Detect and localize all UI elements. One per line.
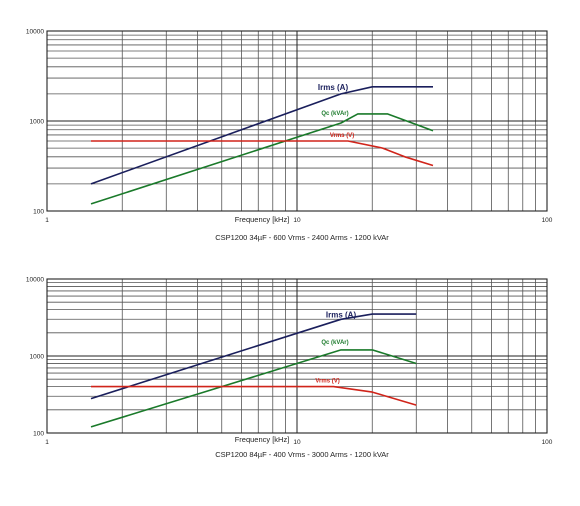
x-tick-label: 100	[542, 439, 553, 446]
x-tick-label: 1	[45, 439, 49, 446]
x-tick-label: 100	[542, 217, 553, 224]
x-tick-label: 1	[45, 217, 49, 224]
series-label: Qc (kVAr)	[321, 340, 348, 346]
y-tick-label: 100	[33, 209, 44, 216]
y-tick-label: 1000	[30, 119, 45, 126]
series-line-1	[90, 86, 433, 185]
plot-frame	[46, 278, 548, 434]
series-line-1	[90, 313, 417, 400]
series-line-2	[90, 113, 434, 205]
chart-panel-2: 100 1000 10000 1 10 100 Frequency [kHz] CSP1200…	[26, 277, 553, 460]
plot-frame	[46, 30, 548, 212]
x-axis-label: Frequency [kHz]	[235, 435, 290, 444]
y-tick-label: 100	[33, 431, 44, 438]
chart-caption: CSP1200 84µF - 400 Vrms - 3000 Arms - 12…	[215, 450, 389, 459]
y-tick-label: 10000	[26, 277, 44, 284]
y-tick-label: 10000	[26, 29, 44, 36]
series-label: Vrms (V)	[330, 133, 354, 139]
series-label: Irms (A)	[318, 83, 349, 92]
series-label: Vrms (V)	[315, 379, 339, 385]
x-tick-label: 10	[293, 439, 301, 446]
series-label: Irms (A)	[326, 310, 357, 319]
chart-panel-1: 100 1000 10000 1 10 100 Frequency [kHz] CSP1200…	[26, 29, 553, 243]
series-line-3	[91, 140, 434, 167]
series-line-2	[90, 349, 417, 428]
y-tick-label: 1000	[30, 354, 45, 361]
x-tick-label: 10	[293, 217, 301, 224]
series-label: Qc (kVAr)	[321, 111, 348, 117]
chart-caption: CSP1200 34µF - 600 Vrms - 2400 Arms - 12…	[215, 233, 389, 242]
x-axis-label: Frequency [kHz]	[235, 215, 290, 224]
series-line-3	[91, 385, 417, 406]
